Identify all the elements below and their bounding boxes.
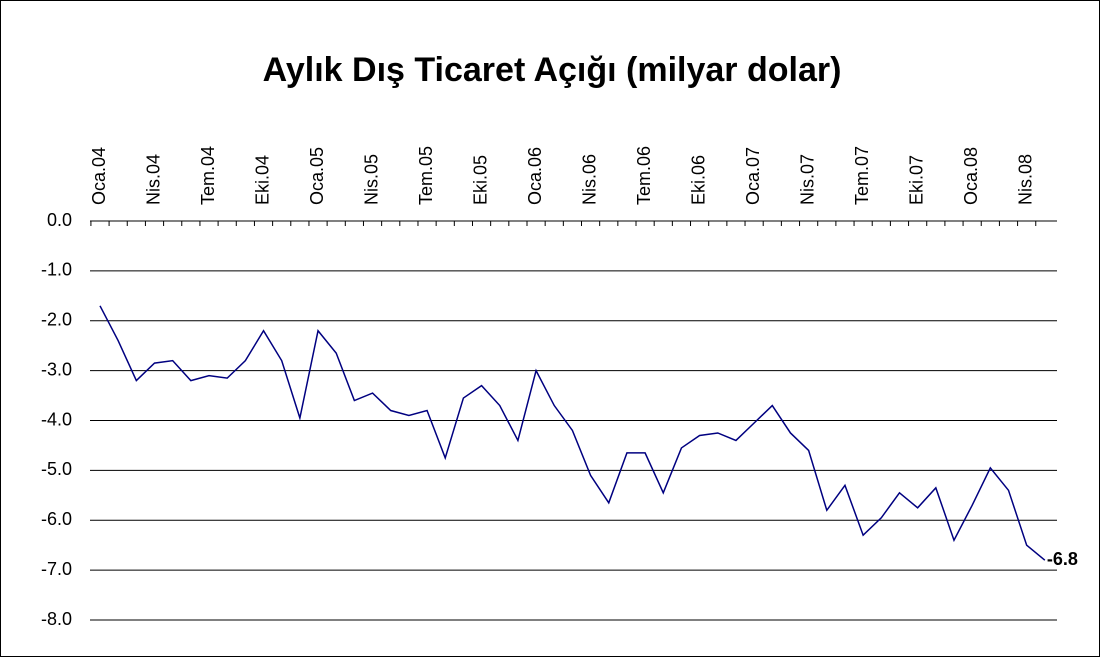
x-tick-label: Eki.05 <box>470 155 490 205</box>
y-tick-label: -1.0 <box>41 260 72 280</box>
y-tick-label: -5.0 <box>41 459 72 479</box>
x-tick-label: Tem.07 <box>852 146 872 205</box>
y-tick-label: -2.0 <box>41 310 72 330</box>
x-tick-label: Nis.04 <box>143 154 163 205</box>
x-tick-label: Oca.05 <box>307 147 327 205</box>
x-tick-label: Eki.07 <box>906 155 926 205</box>
chart-title: Aylık Dış Ticaret Açığı (milyar dolar) <box>263 51 842 89</box>
y-tick-label: -7.0 <box>41 559 72 579</box>
x-tick-label: Eki.04 <box>252 155 272 205</box>
y-tick-label: 0.0 <box>47 210 72 230</box>
x-tick-label: Nis.06 <box>579 154 599 205</box>
y-tick-label: -6.0 <box>41 509 72 529</box>
data-label: -6.8 <box>1047 549 1078 569</box>
x-tick-label: Nis.07 <box>797 154 817 205</box>
x-tick-label: Eki.06 <box>688 155 708 205</box>
x-tick-label: Nis.08 <box>1015 154 1035 205</box>
x-tick-label: Oca.04 <box>89 147 109 205</box>
x-tick-label: Oca.06 <box>525 147 545 205</box>
x-tick-label: Oca.08 <box>961 147 981 205</box>
line-series <box>99 305 1046 561</box>
x-tick-label: Tem.05 <box>416 146 436 205</box>
y-tick-label: -8.0 <box>41 609 72 629</box>
y-tick-label: -3.0 <box>41 359 72 379</box>
y-tick-label: -4.0 <box>41 409 72 429</box>
x-tick-label: Oca.07 <box>743 147 763 205</box>
x-tick-label: Nis.05 <box>361 154 381 205</box>
x-tick-label: Tem.04 <box>198 146 218 205</box>
x-tick-label: Tem.06 <box>634 146 654 205</box>
